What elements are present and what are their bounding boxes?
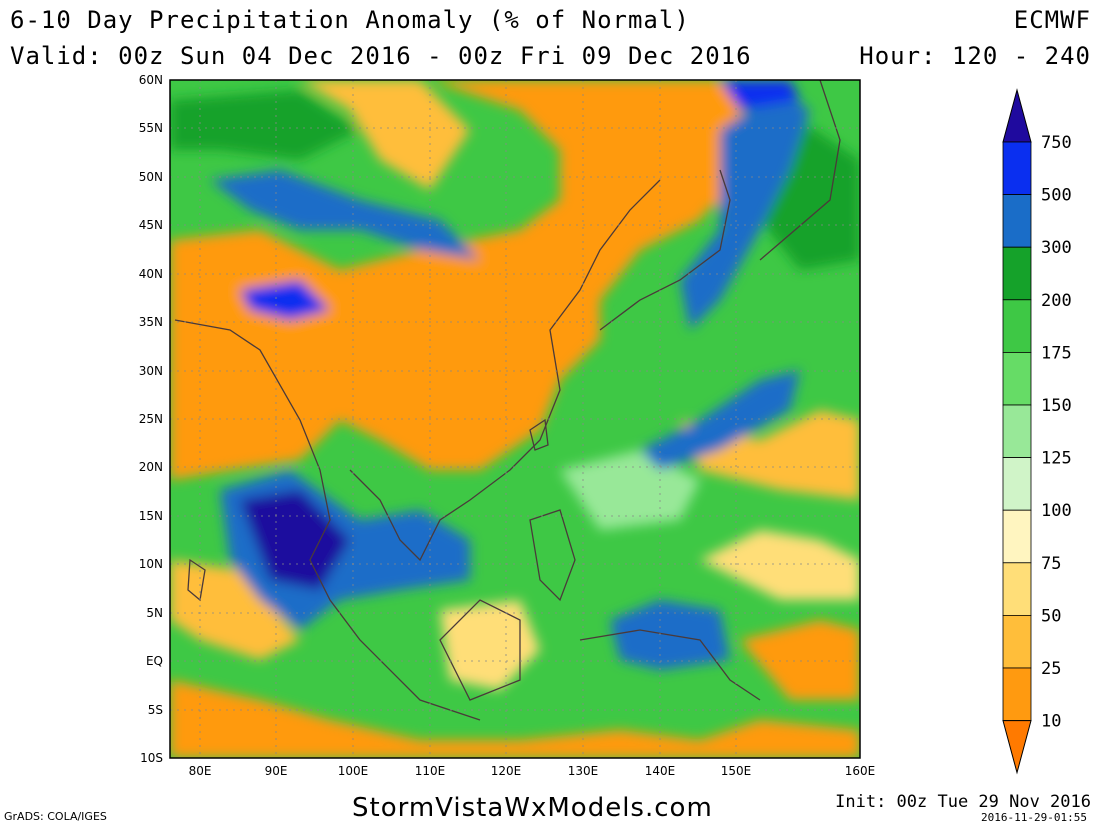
- lat-label: 60N: [139, 73, 163, 87]
- lat-label: 5S: [148, 703, 163, 717]
- legend-level-label: 500: [1041, 186, 1072, 206]
- legend-swatch: [1002, 351, 1032, 406]
- legend-swatch: [1002, 141, 1032, 195]
- legend-cap-top: [1002, 88, 1032, 143]
- legend-level-label: 50: [1041, 606, 1061, 626]
- map-title: 6-10 Day Precipitation Anomaly (% of Nor…: [10, 6, 690, 34]
- lon-label: 80E: [189, 764, 212, 778]
- lon-label: 110E: [415, 764, 446, 778]
- lat-label: 10S: [140, 751, 163, 765]
- lon-label: 160E: [845, 764, 876, 778]
- lat-label: 5N: [146, 606, 163, 620]
- lat-label: 40N: [139, 267, 163, 281]
- legend-level-label: 300: [1041, 238, 1072, 258]
- software-credit: GrADS: COLA/IGES: [4, 810, 107, 823]
- init-time: Init: 00z Tue 29 Nov 2016: [835, 792, 1091, 812]
- legend-swatch: [1002, 615, 1032, 669]
- longitude-labels: 80E 90E 100E 110E 120E 130E 140E 150E 16…: [189, 764, 876, 778]
- legend-swatch: [1002, 509, 1032, 564]
- legend-level-label: 75: [1041, 554, 1061, 574]
- plot-frame: [169, 79, 861, 759]
- precipitation-field: [170, 80, 860, 758]
- legend-level-label: 200: [1041, 291, 1072, 311]
- legend-swatch: [1002, 457, 1032, 511]
- lon-label: 130E: [568, 764, 599, 778]
- lon-label: 140E: [645, 764, 676, 778]
- lon-label: 90E: [265, 764, 288, 778]
- latitude-labels: 60N 55N 50N 45N 40N 35N 30N 25N 20N 15N …: [139, 73, 163, 765]
- site-credit: StormVistaWxModels.com: [352, 793, 713, 823]
- legend-swatch: [1002, 194, 1032, 248]
- legend-swatch: [1002, 299, 1032, 353]
- legend-level-label: 750: [1041, 133, 1072, 153]
- run-timestamp: 2016-11-29-01:55: [981, 811, 1087, 824]
- valid-period: Valid: 00z Sun 04 Dec 2016 - 00z Fri 09 …: [10, 42, 752, 70]
- legend-swatch: [1002, 404, 1032, 458]
- lon-label: 100E: [338, 764, 369, 778]
- legend-level-label: 25: [1041, 659, 1061, 679]
- graticule: [170, 80, 860, 758]
- lat-label: 50N: [139, 170, 163, 184]
- legend-swatch: [1002, 667, 1032, 721]
- legend-level-label: 125: [1041, 449, 1072, 469]
- lat-label: 10N: [139, 557, 163, 571]
- legend-swatch: [1002, 246, 1032, 301]
- legend-level-label: 175: [1041, 343, 1072, 363]
- forecast-hours: Hour: 120 - 240: [859, 42, 1091, 70]
- lat-label: 30N: [139, 364, 163, 378]
- lat-label: 15N: [139, 509, 163, 523]
- legend-level-label: 100: [1041, 501, 1072, 521]
- legend-level-label: 150: [1041, 396, 1072, 416]
- lon-label: 150E: [721, 764, 752, 778]
- lat-label: 20N: [139, 460, 163, 474]
- lat-label: 55N: [139, 121, 163, 135]
- legend-cap-bottom: [1002, 720, 1032, 775]
- lat-label: EQ: [146, 654, 163, 668]
- lon-label: 120E: [491, 764, 522, 778]
- lat-label: 25N: [139, 412, 163, 426]
- legend-swatch: [1002, 562, 1032, 616]
- lat-label: 35N: [139, 315, 163, 329]
- legend-level-label: 10: [1041, 712, 1061, 732]
- color-legend: 750 500 300 200 175 150 125 100 75 50 25 10: [1002, 88, 1072, 775]
- lat-label: 45N: [139, 218, 163, 232]
- model-name: ECMWF: [1013, 6, 1091, 34]
